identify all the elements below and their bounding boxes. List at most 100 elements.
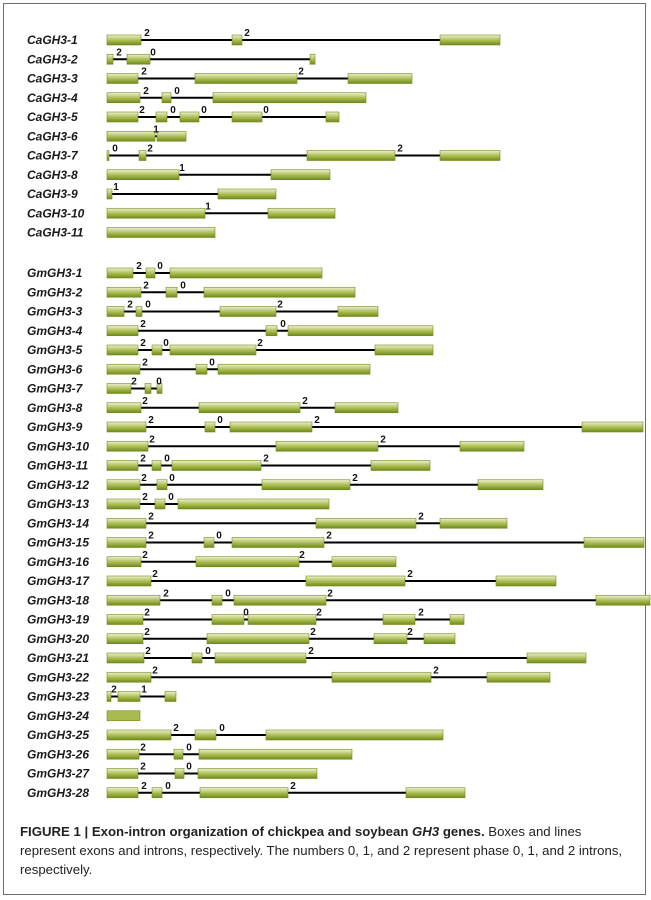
exon-box <box>459 440 525 452</box>
gene-label: GmGH3-20 <box>27 632 89 646</box>
intron-phase-label: 2 <box>141 781 147 792</box>
exon-box <box>151 787 163 799</box>
gene-label: GmGH3-7 <box>27 382 84 396</box>
gene-row: GmGH3-25 2 0 <box>27 723 444 742</box>
gene-label: GmGH3-28 <box>27 786 89 800</box>
exon-box <box>287 325 434 337</box>
intron-phase-label: 2 <box>140 338 146 349</box>
intron-phase-label: 2 <box>148 531 154 542</box>
exon-box <box>334 402 399 414</box>
gene-row: GmGH3-26 2 0 <box>27 742 353 761</box>
exon-box <box>270 169 331 181</box>
gene-label: CaGH3-11 <box>27 226 84 240</box>
gene-label: GmGH3-26 <box>27 747 89 761</box>
intron-phase-label: 0 <box>170 105 176 116</box>
intron-phase-label: 2 <box>327 588 333 599</box>
intron-phase-label: 2 <box>257 338 263 349</box>
intron-phase-label: 0 <box>169 473 175 484</box>
exon-box <box>231 111 263 123</box>
intron-phase-label: 0 <box>216 531 222 542</box>
exon-box <box>106 188 113 200</box>
gene-row: CaGH3-7 0 2 2 <box>27 144 501 163</box>
intron-phase-label: 1 <box>141 685 147 696</box>
intron-phase-label: 2 <box>418 608 424 619</box>
exon-box <box>206 633 310 645</box>
gene-row: GmGH3-15 2 0 2 <box>27 531 645 550</box>
exon-box <box>106 207 206 219</box>
gene-label: GmGH3-8 <box>27 401 83 415</box>
exon-box <box>495 575 557 587</box>
intron-phase-label: 2 <box>145 646 151 657</box>
exon-box <box>106 575 152 587</box>
intron-phase-label: 2 <box>314 415 320 426</box>
exon-box <box>165 286 178 298</box>
exon-box <box>106 691 112 702</box>
intron-phase-label: 0 <box>168 492 174 503</box>
exon-box <box>382 614 416 625</box>
exon-box <box>117 691 141 702</box>
intron-phase-label: 2 <box>142 357 148 368</box>
intron-phase-label: 0 <box>165 781 171 792</box>
exon-box <box>194 729 217 741</box>
intron-phase-label: 2 <box>299 550 305 561</box>
gene-label: GmGH3-23 <box>27 690 89 704</box>
exon-box <box>164 691 177 702</box>
intron-phase-label: 2 <box>148 415 154 426</box>
intron-phase-label: 2 <box>148 511 154 522</box>
intron-phase-label: 2 <box>143 280 149 291</box>
exon-box <box>449 614 465 625</box>
gene-label: GmGH3-16 <box>27 555 89 569</box>
exon-box <box>151 460 162 471</box>
intron-phase-label: 2 <box>139 105 145 116</box>
intron-phase-label: 2 <box>144 627 150 638</box>
gene-row: GmGH3-13 2 0 <box>27 492 330 511</box>
gene-row: GmGH3-17 2 2 <box>27 569 557 588</box>
exon-box <box>337 306 379 317</box>
intron-phase-label: 2 <box>308 646 314 657</box>
exon-box <box>219 306 277 317</box>
intron-phase-label: 2 <box>140 319 146 330</box>
gene-label: CaGH3-6 <box>27 129 78 143</box>
exon-box <box>370 460 431 471</box>
gene-row: GmGH3-2 2 0 <box>27 280 356 299</box>
gene-row: GmGH3-10 2 2 <box>27 434 525 453</box>
exon-box <box>106 227 216 238</box>
intron-phase-label: 2 <box>418 511 424 522</box>
intron-phase-label: 0 <box>150 47 156 58</box>
intron-phase-label: 1 <box>113 182 119 193</box>
intron-phase-label: 2 <box>140 742 146 753</box>
intron-phase-label: 2 <box>380 434 386 445</box>
exon-box <box>275 440 379 452</box>
exon-box <box>325 111 340 123</box>
exon-box <box>595 594 651 606</box>
gene-row: GmGH3-24 <box>27 709 141 723</box>
gene-row: GmGH3-1 2 0 <box>27 261 323 280</box>
caption-title-suffix: genes. <box>439 824 485 839</box>
exon-box <box>106 594 161 606</box>
exon-box <box>247 614 317 625</box>
exon-box <box>106 537 147 548</box>
gene-label: GmGH3-18 <box>27 593 89 607</box>
exon-box <box>145 267 156 279</box>
intron-phase-label: 1 <box>153 124 159 135</box>
exon-box <box>106 325 139 337</box>
gene-row: GmGH3-4 2 0 <box>27 319 434 338</box>
intron-phase-label: 2 <box>326 531 332 542</box>
exon-box <box>439 150 501 161</box>
exon-box <box>229 421 313 433</box>
gene-label: CaGH3-3 <box>27 72 78 86</box>
gene-row: CaGH3-9 1 <box>27 182 277 201</box>
intron-phase-label: 0 <box>174 86 180 97</box>
intron-phase-label: 2 <box>277 300 283 311</box>
gene-label: GmGH3-1 <box>27 266 83 280</box>
intron-phase-label: 2 <box>152 665 158 676</box>
intron-phase-label: 0 <box>157 261 163 272</box>
exon-box <box>106 498 141 510</box>
intron-phase-label: 2 <box>144 608 150 619</box>
gene-label: CaGH3-4 <box>27 91 78 105</box>
intron-phase-label: 2 <box>263 454 269 465</box>
exon-box <box>161 92 172 104</box>
exon-box <box>106 460 139 471</box>
caption-body: Boxes and lines represent exons and intr… <box>20 824 623 877</box>
